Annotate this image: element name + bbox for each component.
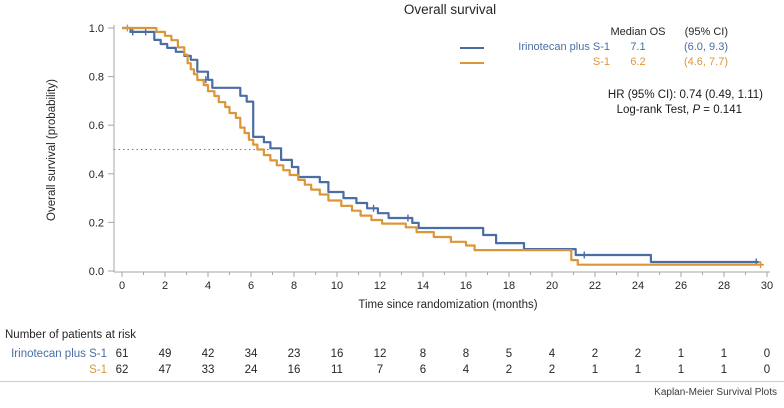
series1-line-swatch bbox=[460, 46, 484, 49]
x-axis-tick-label: 22 bbox=[589, 280, 601, 292]
risk-row2-label: S-1 bbox=[89, 364, 107, 376]
x-axis-tick-label: 10 bbox=[331, 280, 343, 292]
logrank-text: Log-rank Test, P = 0.141 bbox=[616, 104, 742, 116]
risk-count: 1 bbox=[677, 348, 685, 360]
legend-series2-ci: (4.6, 7.7) bbox=[683, 56, 728, 68]
legend-ci-header: (95% CI) bbox=[684, 26, 728, 38]
x-axis-tick-label: 18 bbox=[503, 280, 515, 292]
risk-count: 8 bbox=[419, 348, 427, 360]
risk-count: 4 bbox=[548, 348, 556, 360]
stats-block: HR (95% CI): 0.74 (0.49, 1.11) Log-rank … bbox=[608, 88, 763, 118]
x-axis-tick-label: 2 bbox=[162, 280, 168, 292]
risk-count: 2 bbox=[591, 348, 599, 360]
risk-count: 24 bbox=[244, 364, 258, 376]
x-axis-tick-label: 30 bbox=[761, 280, 773, 292]
y-axis-tick-label: 0.8 bbox=[89, 72, 104, 84]
hazard-ratio-text: HR (95% CI): 0.74 (0.49, 1.11) bbox=[607, 89, 763, 101]
risk-count: 2 bbox=[634, 348, 642, 360]
risk-count: 1 bbox=[591, 364, 599, 376]
x-axis-tick-label: 20 bbox=[546, 280, 558, 292]
risk-count: 4 bbox=[462, 364, 470, 376]
risk-count: 11 bbox=[331, 364, 343, 376]
risk-count: 7 bbox=[376, 364, 384, 376]
risk-count: 16 bbox=[287, 364, 301, 376]
y-axis-tick-label: 0.0 bbox=[89, 266, 104, 278]
y-axis-tick-label: 0.4 bbox=[89, 169, 104, 181]
risk-count: 12 bbox=[373, 348, 387, 360]
risk-count: 1 bbox=[720, 348, 728, 360]
x-axis-tick-label: 0 bbox=[119, 280, 125, 292]
risk-count: 2 bbox=[548, 364, 556, 376]
risk-count: 16 bbox=[330, 348, 344, 360]
km-plot: 0.00.20.40.60.81.00 2 4 6 8 10 12 14 16 18 20 22 24 2… bbox=[46, 23, 773, 311]
survival-curve-2 bbox=[122, 26, 763, 266]
risk-count: 34 bbox=[244, 348, 258, 360]
legend-series2-name: S-1 bbox=[592, 56, 610, 68]
risk-count: 2 bbox=[505, 364, 513, 376]
x-axis-tick-label: 14 bbox=[417, 280, 429, 292]
p-symbol: P bbox=[692, 104, 701, 116]
y-axis-tick-label: 0.2 bbox=[89, 217, 104, 229]
risk-count: 33 bbox=[201, 364, 215, 376]
y-axis-tick-label: 1.0 bbox=[89, 23, 104, 35]
risk-count: 42 bbox=[201, 348, 215, 360]
risk-count: 1 bbox=[677, 364, 685, 376]
x-axis-tick-label: 6 bbox=[248, 280, 254, 292]
risk-count: 0 bbox=[763, 364, 771, 376]
x-axis-tick-label: 12 bbox=[374, 280, 386, 292]
risk-count: 5 bbox=[505, 348, 513, 360]
series2-line-swatch bbox=[460, 61, 484, 64]
risk-count: 49 bbox=[158, 348, 172, 360]
x-axis-tick-label: 8 bbox=[291, 280, 297, 292]
x-axis-tick-label: 26 bbox=[675, 280, 687, 292]
legend-series1-median: 7.1 bbox=[630, 41, 646, 53]
survival-curve-1 bbox=[122, 26, 759, 264]
y-axis-title: Overall survival (probability) bbox=[46, 79, 58, 221]
risk-count: 0 bbox=[763, 348, 771, 360]
risk-count: 23 bbox=[287, 348, 301, 360]
x-axis-tick-label: 4 bbox=[205, 280, 211, 292]
legend-series1-ci: (6.0, 9.3) bbox=[683, 41, 728, 53]
legend: Median OS (95% CI) Irinotecan plus S-1 7… bbox=[458, 25, 728, 70]
legend-median-header: Median OS bbox=[610, 26, 666, 38]
x-axis-tick-label: 24 bbox=[632, 280, 644, 292]
x-axis-title: Time since randomization (months) bbox=[358, 299, 537, 311]
x-axis-tick-label: 16 bbox=[460, 280, 472, 292]
risk-count: 1 bbox=[720, 364, 728, 376]
risk-count: 8 bbox=[462, 348, 470, 360]
risk-count: 6 bbox=[419, 364, 427, 376]
risk-count: 61 bbox=[115, 348, 129, 360]
risk-count: 1 bbox=[634, 364, 642, 376]
footer-divider bbox=[0, 381, 784, 382]
legend-series2-median: 6.2 bbox=[630, 56, 646, 68]
risk-count: 47 bbox=[158, 364, 172, 376]
risk-row1-label: Irinotecan plus S-1 bbox=[11, 348, 107, 360]
chart-title: Overall survival bbox=[403, 2, 497, 17]
risk-table-header: Number of patients at risk bbox=[5, 329, 137, 341]
risk-count: 62 bbox=[115, 364, 129, 376]
x-axis-tick-label: 28 bbox=[718, 280, 730, 292]
y-axis-tick-label: 0.6 bbox=[89, 120, 104, 132]
footer-caption: Kaplan-Meier Survival Plots bbox=[654, 387, 777, 398]
legend-series1-name: Irinotecan plus S-1 bbox=[518, 41, 610, 53]
